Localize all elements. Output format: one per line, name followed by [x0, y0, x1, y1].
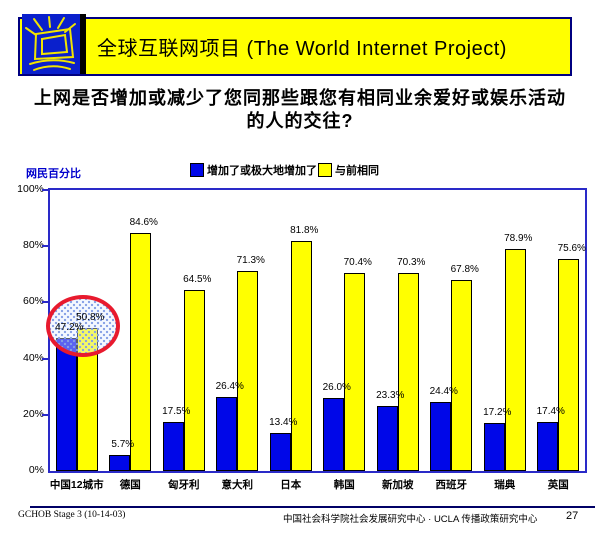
value-label: 23.3% — [376, 390, 405, 401]
value-label: 24.4% — [429, 386, 458, 397]
footer-divider — [30, 506, 595, 508]
value-label: 17.2% — [483, 407, 512, 418]
bar-same-7 — [451, 280, 473, 471]
bar-same-5 — [344, 273, 366, 471]
value-label: 50.8% — [76, 312, 105, 323]
page-number: 27 — [566, 510, 579, 522]
bar-increased-3 — [216, 397, 238, 471]
x-category-label: 德国 — [119, 479, 141, 491]
bar-same-3 — [237, 271, 259, 471]
bar-same-8 — [504, 249, 526, 471]
y-tick-label: 80% — [22, 239, 44, 252]
value-label: 75.6% — [557, 243, 586, 254]
question-line-1: 上网是否增加或减少了您同那些跟您有相同业余爱好或娱乐活动 — [34, 88, 566, 108]
value-label: 67.8% — [450, 264, 479, 275]
y-tick-mark — [42, 357, 48, 360]
y-tick-mark — [42, 301, 48, 304]
bar-same-2 — [183, 290, 205, 471]
value-label: 26.0% — [322, 382, 351, 393]
bar-same-1 — [130, 233, 152, 471]
x-category-label: 西班牙 — [435, 479, 468, 491]
y-tick-mark — [42, 413, 48, 416]
value-label: 5.7% — [111, 439, 135, 450]
bar-increased-7 — [430, 402, 452, 471]
x-category-label: 英国 — [547, 479, 569, 491]
legend-label-increased: 增加了或极大地增加了 — [207, 165, 317, 177]
y-tick-mark — [42, 245, 48, 248]
bar-increased-9 — [537, 422, 559, 471]
bar-increased-6 — [376, 406, 398, 471]
y-tick-label: 100% — [17, 183, 44, 195]
x-category-label: 意大利 — [221, 479, 254, 491]
y-tick-label: 60% — [22, 295, 44, 308]
bar-increased-0 — [55, 338, 77, 471]
y-axis-title: 网民百分比 — [26, 168, 81, 180]
slide-title: 全球互联网项目 (The World Internet Project) — [97, 38, 507, 60]
highlight-ellipse — [46, 295, 120, 357]
y-tick-mark — [42, 189, 48, 191]
value-label: 78.9% — [504, 233, 533, 244]
x-category-label: 韩国 — [333, 479, 355, 491]
x-category-label: 日本 — [280, 479, 302, 491]
legend-swatch-increased — [190, 163, 204, 177]
footer-study-id: GCHOB Stage 3 (10-14-03) — [18, 510, 126, 520]
bar-increased-5 — [323, 398, 345, 471]
y-tick-label: 40% — [22, 351, 44, 364]
bar-increased-8 — [483, 423, 505, 471]
value-label: 70.4% — [343, 257, 372, 268]
value-label: 81.8% — [290, 225, 319, 236]
question-line-2: 的人的交往? — [246, 111, 354, 131]
value-label: 13.4% — [269, 417, 298, 428]
shining-monitor-icon — [22, 14, 86, 74]
value-label: 70.3% — [397, 257, 426, 268]
bar-increased-1 — [109, 455, 131, 471]
footer-organizations: 中国社会科学院社会发展研究中心 · UCLA 传播政策研究中心 — [283, 514, 538, 525]
x-category-label: 中国12城市 — [49, 479, 104, 491]
value-label: 47.2% — [55, 322, 84, 333]
bar-increased-4 — [269, 433, 291, 471]
x-category-label: 瑞典 — [494, 479, 516, 491]
value-label: 17.4% — [536, 406, 565, 417]
legend-label-same: 与前相同 — [335, 165, 379, 177]
bar-same-4 — [290, 241, 312, 471]
y-tick-label: 0% — [28, 464, 44, 476]
bar-same-6 — [397, 273, 419, 471]
bar-increased-2 — [162, 422, 184, 471]
value-label: 17.5% — [162, 406, 191, 417]
x-category-label: 新加坡 — [382, 479, 414, 491]
x-category-label: 匈牙利 — [168, 479, 200, 491]
bar-same-9 — [558, 259, 580, 471]
question-text: 上网是否增加或减少了您同那些跟您有相同业余爱好或娱乐活动 的人的交往? — [0, 87, 600, 133]
y-tick-label: 20% — [22, 407, 44, 420]
legend-swatch-same — [318, 163, 332, 177]
value-label: 64.5% — [183, 274, 212, 285]
plot-area: 47.2% 50.8% 5.7% 84.6% 17.5% 64.5% 26.4% 71.3% 1… — [46, 188, 587, 473]
title-banner: 全球互联网项目 (The World Internet Project) — [18, 17, 572, 76]
value-label: 71.3% — [236, 255, 265, 266]
value-label: 84.6% — [129, 217, 158, 228]
value-label: 26.4% — [215, 381, 244, 392]
